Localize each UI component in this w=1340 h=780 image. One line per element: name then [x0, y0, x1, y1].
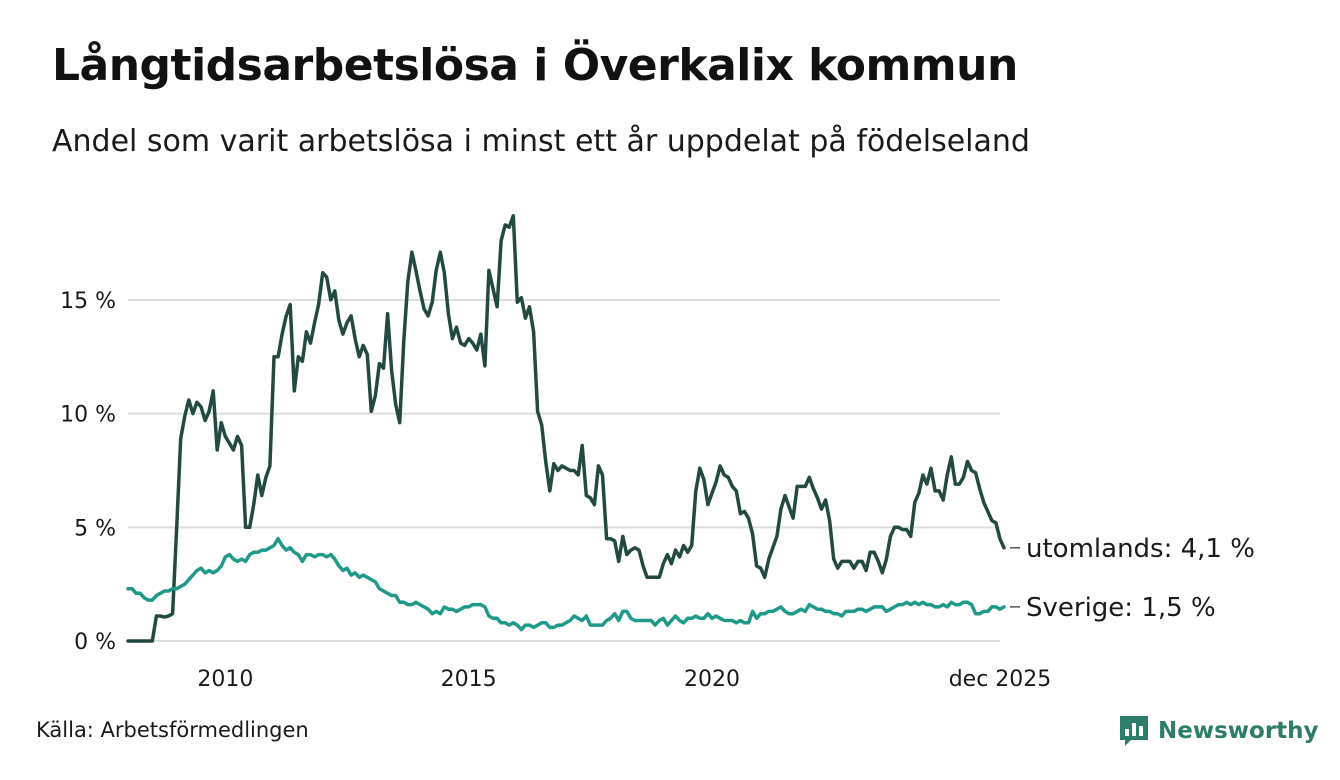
chart-subtitle: Andel som varit arbetslösa i minst ett å…	[52, 124, 1030, 159]
series-line-utomlands	[126, 214, 1006, 643]
series-end-labels: utomlands: 4,1 % Sverige: 1,5 %	[1010, 534, 1255, 623]
y-tick-label: 0 %	[74, 630, 116, 655]
series-end-label-utomlands: utomlands: 4,1 %	[1026, 534, 1255, 564]
chart-title: Långtidsarbetslösa i Överkalix kommun	[52, 40, 1018, 91]
x-tick-label: 2015	[441, 667, 497, 692]
y-tick-label: 15 %	[60, 289, 116, 314]
series-line-sverige	[126, 536, 1006, 632]
source-note: Källa: Arbetsförmedlingen	[36, 718, 309, 742]
x-tick-label: 2010	[197, 667, 253, 692]
x-tick-label: 2020	[684, 667, 740, 692]
y-tick-label: 5 %	[74, 516, 116, 541]
brand-logo[interactable]: Newsworthy	[1118, 714, 1319, 748]
y-axis-labels: 0 % 5 % 10 % 15 %	[60, 289, 116, 655]
newsworthy-logo-icon	[1120, 716, 1148, 746]
series-end-label-sverige: Sverige: 1,5 %	[1026, 593, 1216, 623]
x-axis-labels: 2010 2015 2020 dec 2025	[197, 667, 1051, 692]
grid-lines	[128, 298, 1000, 642]
x-tick-label: dec 2025	[949, 667, 1052, 692]
y-tick-label: 10 %	[60, 403, 116, 428]
brand-name: Newsworthy	[1158, 718, 1319, 744]
series-lines	[126, 214, 1006, 643]
